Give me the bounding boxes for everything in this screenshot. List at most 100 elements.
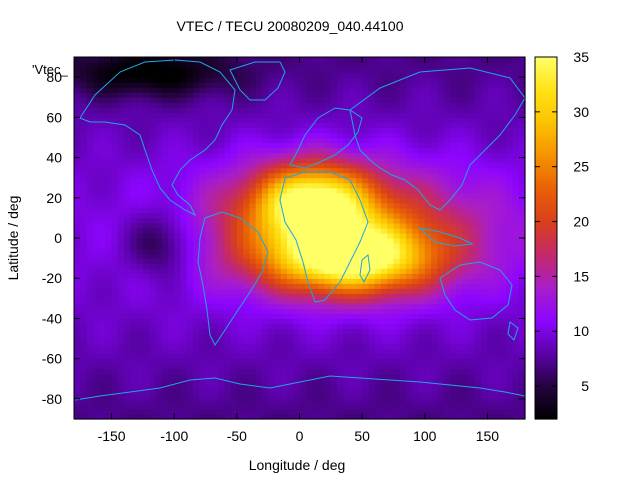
heatmap-cell xyxy=(499,77,507,83)
heatmap-cell xyxy=(74,167,81,174)
heatmap-cell xyxy=(431,333,438,340)
heatmap-cell xyxy=(305,403,313,410)
heatmap-cell xyxy=(355,243,363,249)
heatmap-cell xyxy=(512,378,520,385)
heatmap-cell xyxy=(99,122,106,128)
heatmap-cell xyxy=(117,353,125,360)
heatmap-cell xyxy=(418,152,426,159)
heatmap-cell xyxy=(374,253,382,259)
heatmap-cell xyxy=(399,298,407,304)
heatmap-cell xyxy=(324,273,332,279)
heatmap-cell xyxy=(518,217,526,224)
heatmap-cell xyxy=(180,232,188,239)
heatmap-cell xyxy=(199,177,207,184)
heatmap-cell xyxy=(261,137,269,144)
heatmap-cell xyxy=(506,268,514,274)
heatmap-cell xyxy=(249,142,257,149)
heatmap-cell xyxy=(92,217,100,224)
heatmap-cell xyxy=(337,403,344,410)
heatmap-cell xyxy=(180,413,188,420)
heatmap-cell xyxy=(111,408,119,415)
heatmap-cell xyxy=(468,383,476,390)
heatmap-cell xyxy=(205,333,213,340)
heatmap-cell xyxy=(105,67,113,73)
heatmap-cell xyxy=(343,318,351,325)
heatmap-cell xyxy=(218,293,225,299)
heatmap-cell xyxy=(161,162,169,169)
heatmap-cell xyxy=(274,328,282,335)
heatmap-cell xyxy=(405,77,413,83)
heatmap-cell xyxy=(312,82,319,88)
heatmap-cell xyxy=(167,172,175,179)
heatmap-cell xyxy=(468,87,476,93)
heatmap-cell xyxy=(111,77,119,83)
heatmap-cell xyxy=(142,177,150,184)
heatmap-cell xyxy=(174,278,182,284)
heatmap-cell xyxy=(368,338,376,345)
heatmap-cell xyxy=(74,117,81,123)
heatmap-cell xyxy=(362,308,369,315)
heatmap-cell xyxy=(142,383,150,390)
heatmap-cell xyxy=(474,283,482,289)
heatmap-cell xyxy=(499,278,507,284)
heatmap-cell xyxy=(286,268,294,274)
heatmap-cell xyxy=(362,318,369,325)
heatmap-cell xyxy=(99,293,106,299)
heatmap-cell xyxy=(274,192,282,199)
heatmap-cell xyxy=(224,403,232,410)
heatmap-cell xyxy=(199,92,207,98)
heatmap-cell xyxy=(205,77,213,83)
heatmap-cell xyxy=(374,232,382,239)
heatmap-cell xyxy=(211,77,219,83)
heatmap-cell xyxy=(280,383,288,390)
heatmap-cell xyxy=(205,137,213,144)
heatmap-cell xyxy=(330,413,338,420)
heatmap-cell xyxy=(193,67,200,73)
heatmap-cell xyxy=(280,222,288,229)
heatmap-cell xyxy=(462,323,470,330)
heatmap-cell xyxy=(142,112,150,118)
heatmap-cell xyxy=(449,152,457,159)
heatmap-cell xyxy=(186,97,194,103)
heatmap-cell xyxy=(136,343,144,350)
heatmap-cell xyxy=(387,258,395,264)
heatmap-cell xyxy=(368,97,376,103)
heatmap-cell xyxy=(456,82,463,88)
heatmap-cell xyxy=(456,333,463,340)
heatmap-cell xyxy=(149,182,157,189)
heatmap-cell xyxy=(393,283,401,289)
heatmap-cell xyxy=(431,363,438,370)
heatmap-cell xyxy=(293,363,301,370)
heatmap-cell xyxy=(211,117,219,123)
heatmap-cell xyxy=(293,358,301,365)
heatmap-cell xyxy=(512,328,520,335)
heatmap-cell xyxy=(161,97,169,103)
heatmap-cell xyxy=(393,343,401,350)
heatmap-cell xyxy=(456,162,463,169)
heatmap-cell xyxy=(86,137,94,144)
heatmap-cell xyxy=(405,263,413,269)
heatmap-cell xyxy=(437,408,445,415)
heatmap-cell xyxy=(374,283,382,289)
heatmap-cell xyxy=(506,338,514,345)
heatmap-cell xyxy=(218,368,225,375)
heatmap-cell xyxy=(124,363,131,370)
heatmap-cell xyxy=(180,67,188,73)
heatmap-cell xyxy=(205,187,213,194)
heatmap-cell xyxy=(305,102,313,108)
heatmap-cell xyxy=(149,67,157,73)
heatmap-cell xyxy=(343,298,351,304)
heatmap-cell xyxy=(343,112,351,118)
heatmap-cell xyxy=(99,398,106,405)
heatmap-cell xyxy=(349,72,357,78)
heatmap-cell xyxy=(174,243,182,249)
heatmap-cell xyxy=(293,318,301,325)
heatmap-cell xyxy=(424,152,432,159)
heatmap-cell xyxy=(224,413,232,420)
heatmap-cell xyxy=(74,207,81,214)
heatmap-cell xyxy=(161,408,169,415)
heatmap-cell xyxy=(468,353,476,360)
heatmap-cell xyxy=(499,363,507,370)
heatmap-cell xyxy=(456,112,463,118)
heatmap-cell xyxy=(136,278,144,284)
